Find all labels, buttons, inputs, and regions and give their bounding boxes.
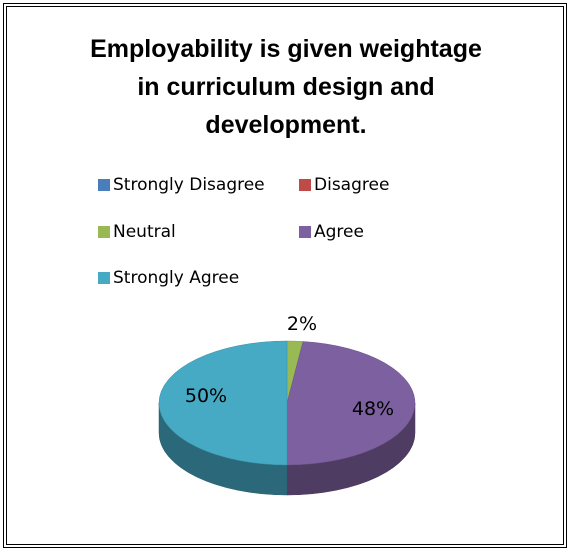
data-label-strongly-agree: 50% bbox=[185, 385, 227, 407]
legend-label-disagree: Disagree bbox=[314, 175, 390, 195]
legend-item-strongly-disagree: Strongly Disagree bbox=[98, 175, 265, 195]
pie-top bbox=[158, 340, 416, 466]
legend-swatch-strongly-disagree bbox=[98, 179, 110, 191]
legend-item-agree: Agree bbox=[299, 222, 364, 242]
legend-swatch-strongly-agree bbox=[98, 272, 110, 284]
chart-frame-inner bbox=[6, 6, 564, 545]
pie-slice-strongly-agree bbox=[158, 340, 288, 466]
legend-swatch-neutral bbox=[98, 226, 110, 238]
legend-label-agree: Agree bbox=[314, 222, 364, 242]
chart-title: Employability is given weightage in curr… bbox=[0, 30, 572, 144]
legend-swatch-agree bbox=[299, 226, 311, 238]
legend-label-strongly-disagree: Strongly Disagree bbox=[113, 175, 265, 195]
legend-item-strongly-agree: Strongly Agree bbox=[98, 268, 239, 288]
legend-label-neutral: Neutral bbox=[113, 222, 176, 242]
legend-label-strongly-agree: Strongly Agree bbox=[113, 268, 240, 288]
chart-title-line-1: Employability is given weightage bbox=[90, 35, 482, 63]
legend-item-neutral: Neutral bbox=[98, 222, 176, 242]
chart-title-line-3: development. bbox=[205, 111, 367, 139]
data-label-neutral: 2% bbox=[287, 313, 317, 335]
pie-slice-agree bbox=[286, 341, 416, 466]
legend-item-disagree: Disagree bbox=[299, 175, 389, 195]
legend-swatch-disagree bbox=[299, 179, 311, 191]
chart-title-line-2: in curriculum design and bbox=[137, 73, 435, 101]
data-label-agree: 48% bbox=[352, 398, 394, 420]
